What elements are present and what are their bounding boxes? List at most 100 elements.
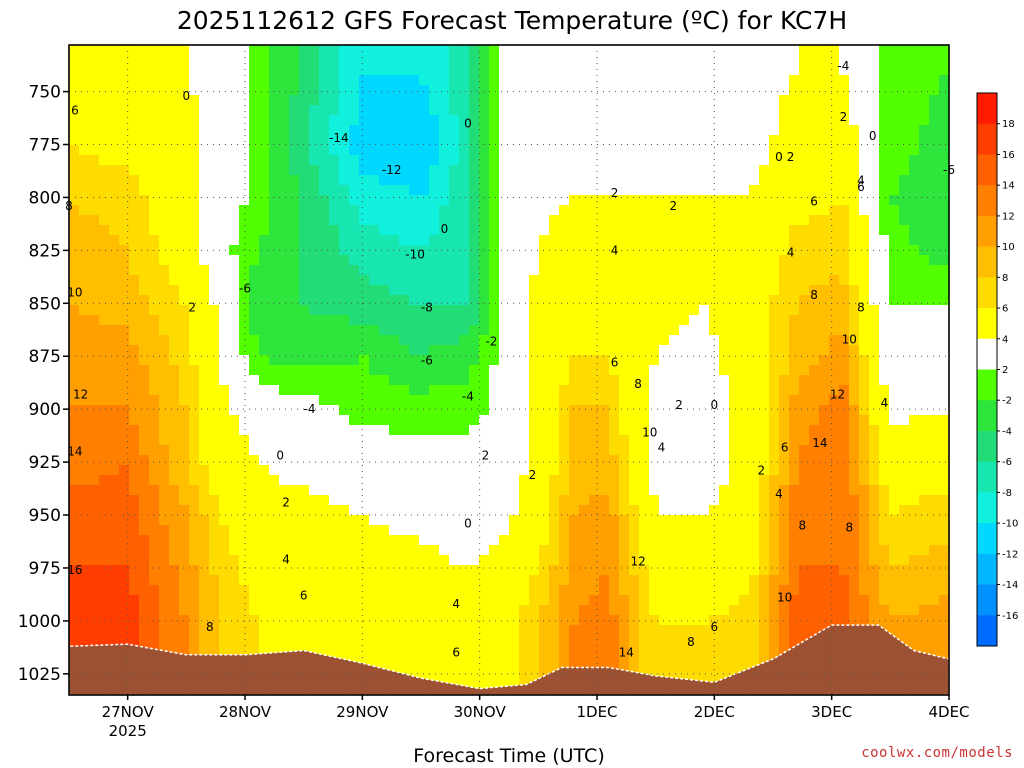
- temperature-cell: [599, 345, 610, 356]
- temperature-cell: [149, 235, 160, 246]
- temperature-cell: [159, 525, 170, 536]
- temperature-cell: [119, 105, 130, 116]
- temperature-cell: [209, 615, 220, 626]
- temperature-cell: [629, 555, 640, 566]
- temperature-cell: [419, 545, 430, 556]
- temperature-cell: [479, 455, 490, 466]
- temperature-cell: [669, 75, 680, 86]
- temperature-cell: [239, 305, 250, 316]
- temperature-cell: [459, 625, 470, 636]
- temperature-cell: [299, 275, 310, 286]
- temperature-cell: [269, 335, 280, 346]
- temperature-cell: [629, 315, 640, 326]
- temperature-cell: [389, 545, 400, 556]
- temperature-cell: [609, 85, 620, 96]
- temperature-cell: [189, 85, 200, 96]
- temperature-cell: [369, 365, 380, 376]
- temperature-cell: [749, 215, 760, 226]
- temperature-cell: [239, 275, 250, 286]
- temperature-cell: [699, 575, 710, 586]
- temperature-cell: [199, 315, 210, 326]
- temperature-cell: [599, 425, 610, 436]
- temperature-cell: [599, 615, 610, 626]
- temperature-cell: [579, 635, 590, 646]
- temperature-cell: [569, 575, 580, 586]
- temperature-cell: [519, 155, 530, 166]
- temperature-cell: [399, 655, 410, 666]
- temperature-cell: [499, 225, 510, 236]
- temperature-cell: [509, 635, 520, 646]
- temperature-cell: [119, 135, 130, 146]
- temperature-cell: [609, 565, 620, 576]
- temperature-cell: [699, 355, 710, 366]
- temperature-cell: [689, 135, 700, 146]
- temperature-cell: [819, 275, 830, 286]
- temperature-cell: [829, 505, 840, 516]
- temperature-cell: [639, 575, 650, 586]
- temperature-cell: [389, 85, 400, 96]
- temperature-cell: [559, 475, 570, 486]
- temperature-cell: [659, 65, 670, 76]
- temperature-cell: [119, 475, 130, 486]
- temperature-cell: [329, 45, 340, 56]
- temperature-cell: [449, 595, 460, 606]
- temperature-cell: [829, 55, 840, 66]
- temperature-cell: [89, 495, 100, 506]
- temperature-cell: [139, 125, 150, 136]
- temperature-cell: [469, 555, 480, 566]
- temperature-cell: [359, 185, 370, 196]
- temperature-cell: [739, 605, 750, 616]
- temperature-cell: [549, 245, 560, 256]
- temperature-cell: [749, 75, 760, 86]
- temperature-cell: [629, 545, 640, 556]
- temperature-cell: [189, 285, 200, 296]
- temperature-cell: [559, 425, 570, 436]
- temperature-cell: [599, 625, 610, 636]
- temperature-cell: [459, 375, 470, 386]
- temperature-cell: [359, 545, 370, 556]
- temperature-cell: [559, 525, 570, 536]
- temperature-cell: [369, 465, 380, 476]
- temperature-cell: [109, 275, 120, 286]
- temperature-cell: [779, 585, 790, 596]
- temperature-cell: [449, 125, 460, 136]
- temperature-cell: [809, 85, 820, 96]
- temperature-cell: [729, 435, 740, 446]
- temperature-cell: [139, 455, 150, 466]
- temperature-cell: [229, 295, 240, 306]
- temperature-cell: [559, 225, 570, 236]
- temperature-cell: [829, 355, 840, 366]
- temperature-cell: [599, 255, 610, 266]
- temperature-cell: [309, 215, 320, 226]
- temperature-cell: [779, 385, 790, 396]
- temperature-cell: [459, 545, 470, 556]
- temperature-cell: [499, 345, 510, 356]
- temperature-cell: [589, 115, 600, 126]
- temperature-cell: [159, 585, 170, 596]
- temperature-cell: [509, 615, 520, 626]
- temperature-cell: [789, 635, 800, 646]
- temperature-cell: [829, 375, 840, 386]
- temperature-cell: [89, 335, 100, 346]
- temperature-cell: [229, 385, 240, 396]
- temperature-cell: [219, 415, 230, 426]
- temperature-cell: [679, 235, 690, 246]
- temperature-cell: [489, 145, 500, 156]
- temperature-cell: [179, 635, 190, 646]
- temperature-cell: [459, 305, 470, 316]
- temperature-cell: [749, 545, 760, 556]
- temperature-cell: [689, 65, 700, 76]
- temperature-cell: [739, 335, 750, 346]
- temperature-cell: [159, 165, 170, 176]
- temperature-cell: [769, 285, 780, 296]
- temperature-cell: [229, 485, 240, 496]
- temperature-cell: [339, 485, 350, 496]
- temperature-cell: [219, 555, 230, 566]
- temperature-cell: [289, 355, 300, 366]
- temperature-cell: [789, 505, 800, 516]
- temperature-cell: [129, 595, 140, 606]
- temperature-cell: [739, 585, 750, 596]
- temperature-cell: [809, 345, 820, 356]
- temperature-cell: [609, 455, 620, 466]
- temperature-cell: [229, 375, 240, 386]
